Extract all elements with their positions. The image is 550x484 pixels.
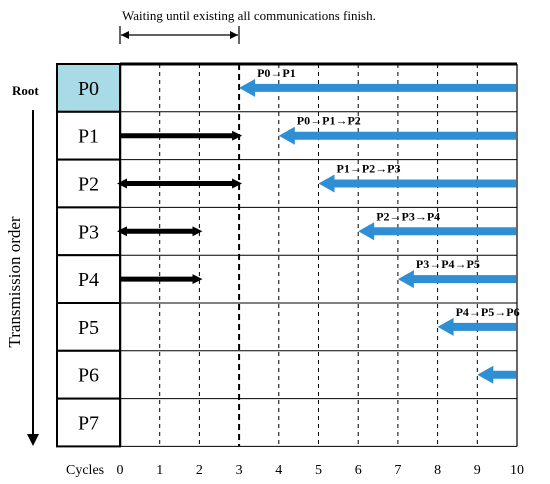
forward-transfer-label: P1→P2→P3: [337, 162, 401, 176]
cycle-tick-label: 10: [510, 463, 524, 478]
process-box-p7: [56, 397, 121, 448]
forward-transfer-arrow: [358, 222, 516, 241]
process-label: P4: [78, 269, 99, 291]
process-label: P5: [78, 317, 99, 339]
process-box-p4: [56, 254, 121, 304]
root-label: Root: [12, 83, 39, 98]
cycle-tick-label: 8: [434, 463, 441, 478]
wait-span-indicator: [119, 26, 240, 44]
cycle-tick-label: 9: [474, 463, 481, 478]
forward-transfer-arrow: [437, 317, 516, 336]
cycle-tick-label: 3: [236, 463, 243, 478]
process-label: P7: [78, 413, 99, 435]
forward-transfer-label: P3→P4→P5: [416, 257, 480, 271]
cycle-tick-label: 6: [355, 463, 362, 478]
transmission-order-label: Transmission order: [5, 216, 24, 347]
forward-transfer-arrow: [239, 78, 516, 97]
forward-transfer-label: P4→P5→P6: [456, 305, 520, 319]
wait-annotation: Waiting until existing all communication…: [122, 8, 376, 23]
process-box-p3: [56, 206, 121, 257]
forward-transfer-label: P2→P3→P4: [376, 209, 440, 223]
transmission-order-arrow: [27, 110, 39, 446]
process-label: P3: [78, 221, 99, 243]
cycle-tick-label: 0: [117, 463, 124, 478]
cycle-tick-label: 1: [156, 463, 163, 478]
transfer-labels: P0→P1 P0→P1→P2 P1→P2→P3 P2→P3→P4 P3→P4→P5 P4→…: [257, 66, 519, 319]
cycle-tick-label: 2: [196, 463, 203, 478]
process-label: P2: [78, 174, 99, 196]
cycle-tick-label: 5: [315, 463, 322, 478]
process-label: P1: [78, 126, 99, 148]
process-rows: P0 P1 P2 P3 P4 P5 P6 P7: [56, 63, 121, 448]
cycle-tick-label: 4: [275, 463, 282, 478]
forward-transfer-label: P0→P1→P2: [297, 114, 361, 128]
forward-transfer-label: P0→P1: [257, 66, 296, 80]
process-box-p0: [56, 63, 121, 113]
cycles-label: Cycles: [66, 463, 104, 478]
cycle-ticks: 0 1 2 3 4 5 6 7 8 9 10: [117, 463, 525, 478]
process-label: P6: [78, 365, 99, 387]
forward-transfer-arrow: [278, 126, 516, 145]
forward-transfer-arrow: [318, 174, 516, 193]
forward-transfer-arrow: [397, 270, 516, 289]
cycle-tick-label: 7: [394, 463, 401, 478]
process-label: P0: [78, 78, 99, 100]
process-box-p2: [56, 158, 121, 209]
transfer-arrows: [117, 78, 516, 384]
forward-transfer-arrow: [477, 365, 516, 384]
process-box-p5: [56, 302, 121, 352]
